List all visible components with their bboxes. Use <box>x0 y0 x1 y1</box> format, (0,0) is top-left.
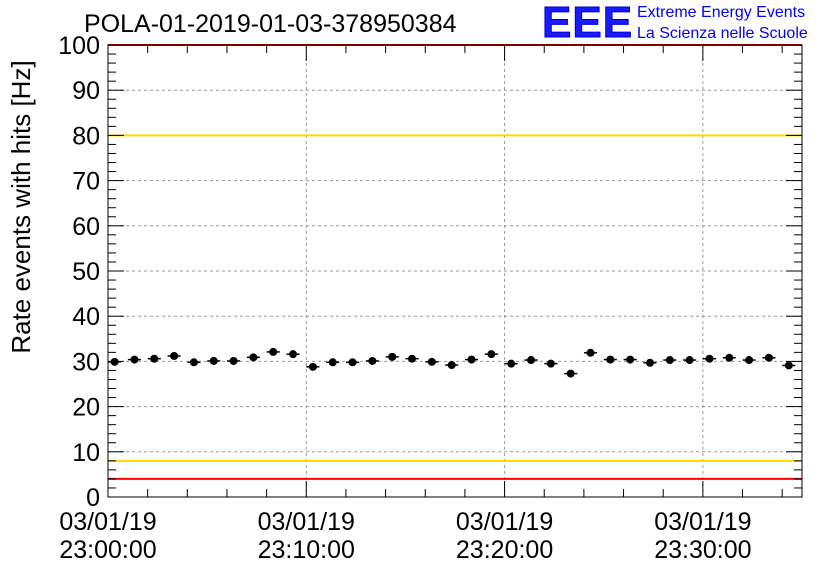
data-point <box>308 362 317 371</box>
data-point <box>784 361 793 370</box>
reference-lines <box>108 44 802 480</box>
data-point <box>348 358 357 367</box>
data-point <box>328 358 337 367</box>
data-point <box>745 356 754 365</box>
y-tick-label: 80 <box>72 122 100 150</box>
data-point <box>269 347 278 356</box>
x-tick-time-label: 23:20:00 <box>456 536 553 564</box>
data-point <box>110 357 119 366</box>
data-point <box>427 357 436 366</box>
data-point <box>289 350 298 359</box>
data-point <box>705 354 714 363</box>
data-point <box>209 356 218 365</box>
axes: 010203040506070809010003/01/1923:00:0003… <box>58 32 803 564</box>
data-point <box>467 355 476 364</box>
y-tick-label: 50 <box>72 258 100 286</box>
data-point <box>685 356 694 365</box>
data-point <box>507 359 516 368</box>
data-point <box>487 350 496 359</box>
y-tick-label: 90 <box>72 77 100 105</box>
data-point <box>229 356 238 365</box>
data-point <box>527 356 536 365</box>
logo-line-2: La Scienza nelle Scuole <box>637 25 808 42</box>
data-point <box>388 352 397 361</box>
x-tick-time-label: 23:00:00 <box>59 536 156 564</box>
data-point <box>170 351 179 360</box>
data-point <box>150 354 159 363</box>
x-tick-time-label: 23:10:00 <box>258 536 355 564</box>
y-tick-label: 0 <box>86 484 100 512</box>
data-point <box>368 356 377 365</box>
logo-line-1: Extreme Energy Events <box>637 4 806 21</box>
data-point <box>725 353 734 362</box>
x-tick-date-label: 03/01/19 <box>59 508 156 536</box>
data-point <box>665 356 674 365</box>
y-axis-label: Rate events with hits [Hz] <box>6 60 36 353</box>
x-tick-date-label: 03/01/19 <box>456 508 553 536</box>
data-point <box>447 361 456 370</box>
x-tick-date-label: 03/01/19 <box>258 508 355 536</box>
y-tick-label: 100 <box>58 32 100 60</box>
data-point <box>764 353 773 362</box>
eee-logo: EEE <box>541 0 634 47</box>
y-tick-label: 60 <box>72 213 100 241</box>
data-point <box>606 355 615 364</box>
data-point <box>408 354 417 363</box>
chart-title: POLA-01-2019-01-03-378950384 <box>84 10 457 38</box>
data-point <box>189 358 198 367</box>
data-point <box>546 359 555 368</box>
y-tick-label: 20 <box>72 394 100 422</box>
data-point <box>130 355 139 364</box>
grid <box>108 45 802 497</box>
y-tick-label: 70 <box>72 168 100 196</box>
data-point <box>566 369 575 378</box>
x-tick-time-label: 23:30:00 <box>654 536 751 564</box>
y-tick-label: 30 <box>72 348 100 376</box>
data-point <box>249 353 258 362</box>
x-tick-date-label: 03/01/19 <box>654 508 751 536</box>
y-tick-label: 40 <box>72 303 100 331</box>
data-point <box>626 355 635 364</box>
data-point <box>645 358 654 367</box>
y-tick-label: 10 <box>72 439 100 467</box>
data-point <box>586 348 595 357</box>
data-series <box>108 347 796 378</box>
